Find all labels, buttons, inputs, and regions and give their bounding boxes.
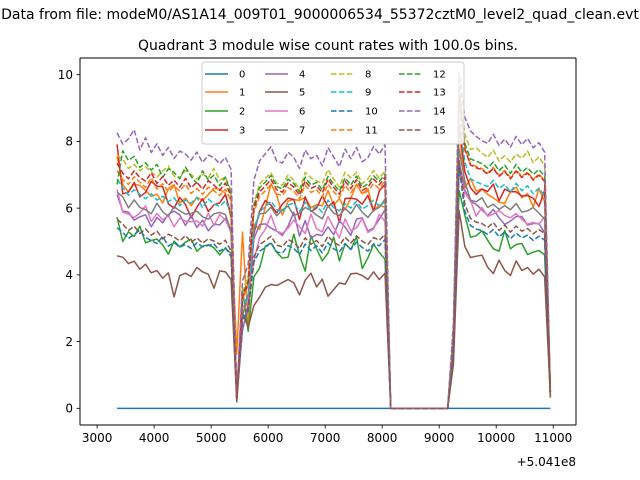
legend-label-5: 5 [299, 88, 305, 99]
legend-label-6: 6 [299, 107, 305, 118]
legend-label-0: 0 [239, 70, 245, 81]
x-tick-label: 11000 [534, 431, 572, 445]
x-tick-label: 4000 [139, 431, 170, 445]
series-line-10 [116, 166, 552, 410]
x-tick-label: 9000 [424, 431, 455, 445]
legend-label-8: 8 [365, 70, 371, 81]
y-tick-label: 4 [65, 268, 73, 282]
legend-label-13: 13 [433, 88, 446, 99]
y-tick-label: 8 [65, 135, 73, 149]
axes-frame [79, 57, 577, 426]
y-tick-label: 10 [58, 68, 73, 82]
legend-label-10: 10 [365, 107, 378, 118]
legend-label-7: 7 [299, 126, 305, 137]
x-tick-label: 3000 [82, 431, 113, 445]
series-line-9 [116, 111, 552, 410]
legend-frame [201, 61, 465, 145]
legend-label-14: 14 [433, 107, 446, 118]
legend-label-4: 4 [299, 70, 305, 81]
series-line-11 [116, 93, 552, 410]
series-line-5 [116, 210, 552, 410]
series-line-7 [116, 148, 552, 410]
x-tick-label: 5000 [196, 431, 227, 445]
series-line-14 [116, 71, 552, 410]
series-line-15 [116, 158, 552, 410]
legend-label-1: 1 [239, 88, 245, 99]
series-line-8 [116, 81, 552, 410]
legend-label-3: 3 [239, 126, 245, 137]
series-line-6 [116, 170, 552, 410]
x-axis: 3000 4000 5000 6000 7000 8000 9000 10000 11000 [82, 425, 572, 445]
series-layer [116, 71, 552, 410]
x-tick-label: 8000 [367, 431, 398, 445]
chart-suptitle: Data from file: modeM0/AS1A14_009T01_900… [1, 7, 639, 23]
legend-label-11: 11 [365, 126, 378, 137]
x-offset-label: +5.041e8 [517, 455, 576, 469]
series-line-12 [116, 89, 552, 410]
legend-label-12: 12 [433, 70, 446, 81]
legend-label-15: 15 [433, 126, 446, 137]
series-line-13 [116, 95, 552, 410]
y-axis: 0 2 4 6 8 10 [58, 68, 80, 416]
series-line-1 [116, 125, 552, 410]
y-tick-label: 6 [65, 201, 73, 215]
legend-label-2: 2 [239, 107, 245, 118]
x-tick-label: 7000 [310, 431, 341, 445]
y-tick-label: 2 [65, 335, 73, 349]
y-tick-label: 0 [65, 402, 73, 416]
legend-label-9: 9 [365, 88, 371, 99]
x-tick-label: 6000 [253, 431, 284, 445]
series-line-4 [116, 161, 552, 410]
x-tick-label: 10000 [477, 431, 515, 445]
chart-title: Quadrant 3 module wise count rates with … [138, 38, 518, 54]
